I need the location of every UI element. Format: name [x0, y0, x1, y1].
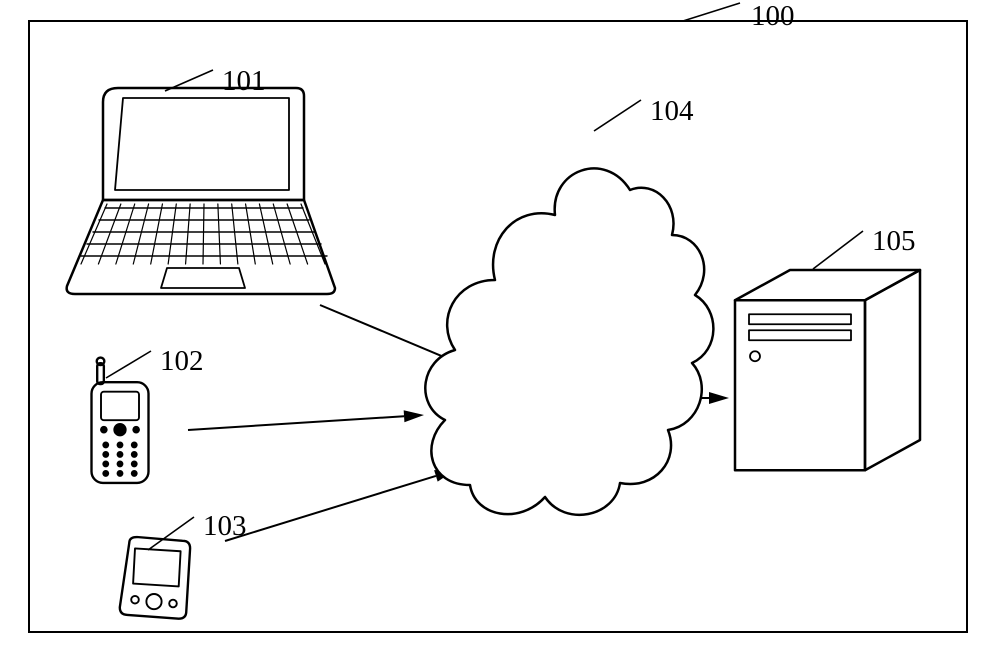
leader-105	[813, 231, 863, 269]
leader-102	[106, 351, 151, 378]
phone-icon	[92, 358, 149, 483]
diagram-svg	[0, 0, 1000, 653]
label-104: 104	[650, 95, 694, 128]
label-102: 102	[160, 345, 204, 378]
server-icon	[735, 270, 920, 470]
leader-104	[594, 100, 641, 131]
label-103: 103	[203, 510, 247, 543]
label-101: 101	[222, 65, 266, 98]
label-100: 100	[751, 0, 795, 33]
leader-100	[683, 3, 740, 21]
diagram-canvas: 100 101 102 103 104 105	[0, 0, 1000, 653]
cloud-icon	[425, 168, 713, 514]
arrow-pda-to-cloud	[225, 470, 455, 541]
laptop-icon	[67, 88, 335, 294]
label-105: 105	[872, 225, 916, 258]
leader-103	[148, 517, 194, 550]
arrow-phone-to-cloud	[188, 410, 424, 430]
pda-icon	[120, 537, 190, 619]
